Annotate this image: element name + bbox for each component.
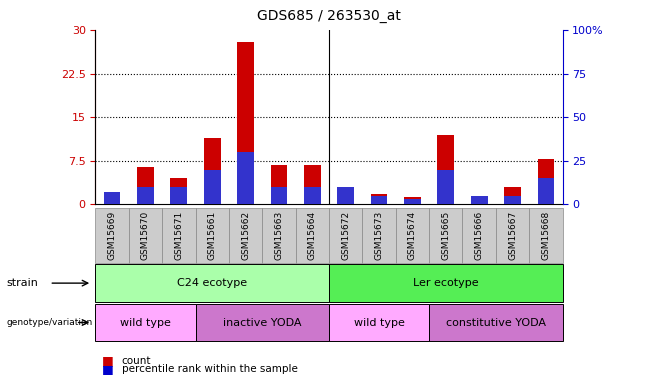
Text: GSM15674: GSM15674 bbox=[408, 211, 417, 260]
Bar bbox=[170, 187, 187, 204]
Bar bbox=[504, 196, 521, 204]
Bar bbox=[404, 197, 420, 204]
Bar bbox=[137, 187, 154, 204]
Text: Ler ecotype: Ler ecotype bbox=[413, 278, 478, 288]
Bar bbox=[438, 135, 454, 204]
Text: GSM15668: GSM15668 bbox=[542, 211, 550, 260]
Text: strain: strain bbox=[7, 278, 38, 288]
Text: wild type: wild type bbox=[353, 318, 405, 327]
Text: GSM15669: GSM15669 bbox=[108, 211, 116, 260]
Text: inactive YODA: inactive YODA bbox=[223, 318, 301, 327]
Bar bbox=[370, 194, 388, 204]
Text: ■: ■ bbox=[102, 363, 114, 375]
Bar bbox=[504, 187, 521, 204]
Text: GSM15662: GSM15662 bbox=[241, 211, 250, 260]
Bar bbox=[104, 200, 120, 204]
Text: ■: ■ bbox=[102, 354, 114, 367]
Bar bbox=[538, 178, 554, 204]
Bar bbox=[404, 199, 420, 204]
Bar bbox=[270, 165, 288, 204]
Text: GSM15671: GSM15671 bbox=[174, 211, 184, 260]
Text: GSM15673: GSM15673 bbox=[374, 211, 384, 260]
Bar bbox=[338, 187, 354, 204]
Bar bbox=[538, 159, 554, 204]
Bar bbox=[338, 187, 354, 204]
Bar bbox=[104, 192, 120, 204]
Bar bbox=[471, 196, 488, 204]
Bar bbox=[204, 170, 220, 204]
Bar bbox=[238, 152, 254, 204]
Text: GSM15672: GSM15672 bbox=[342, 211, 350, 260]
Bar bbox=[137, 166, 154, 204]
Bar bbox=[370, 196, 388, 204]
Bar bbox=[304, 165, 320, 204]
Text: GSM15670: GSM15670 bbox=[141, 211, 150, 260]
Bar bbox=[204, 138, 220, 204]
Text: genotype/variation: genotype/variation bbox=[7, 318, 93, 327]
Text: percentile rank within the sample: percentile rank within the sample bbox=[122, 364, 297, 374]
Text: GSM15663: GSM15663 bbox=[274, 211, 284, 260]
Bar bbox=[270, 187, 288, 204]
Text: C24 ecotype: C24 ecotype bbox=[177, 278, 247, 288]
Text: GSM15666: GSM15666 bbox=[474, 211, 484, 260]
Bar bbox=[304, 187, 320, 204]
Text: count: count bbox=[122, 356, 151, 366]
Bar bbox=[170, 178, 187, 204]
Text: wild type: wild type bbox=[120, 318, 171, 327]
Bar bbox=[438, 170, 454, 204]
Text: GSM15661: GSM15661 bbox=[208, 211, 216, 260]
Text: constitutive YODA: constitutive YODA bbox=[446, 318, 546, 327]
Text: GDS685 / 263530_at: GDS685 / 263530_at bbox=[257, 9, 401, 23]
Bar bbox=[238, 42, 254, 204]
Text: GSM15664: GSM15664 bbox=[308, 211, 316, 260]
Text: GSM15667: GSM15667 bbox=[508, 211, 517, 260]
Text: GSM15665: GSM15665 bbox=[442, 211, 450, 260]
Bar bbox=[471, 196, 488, 204]
